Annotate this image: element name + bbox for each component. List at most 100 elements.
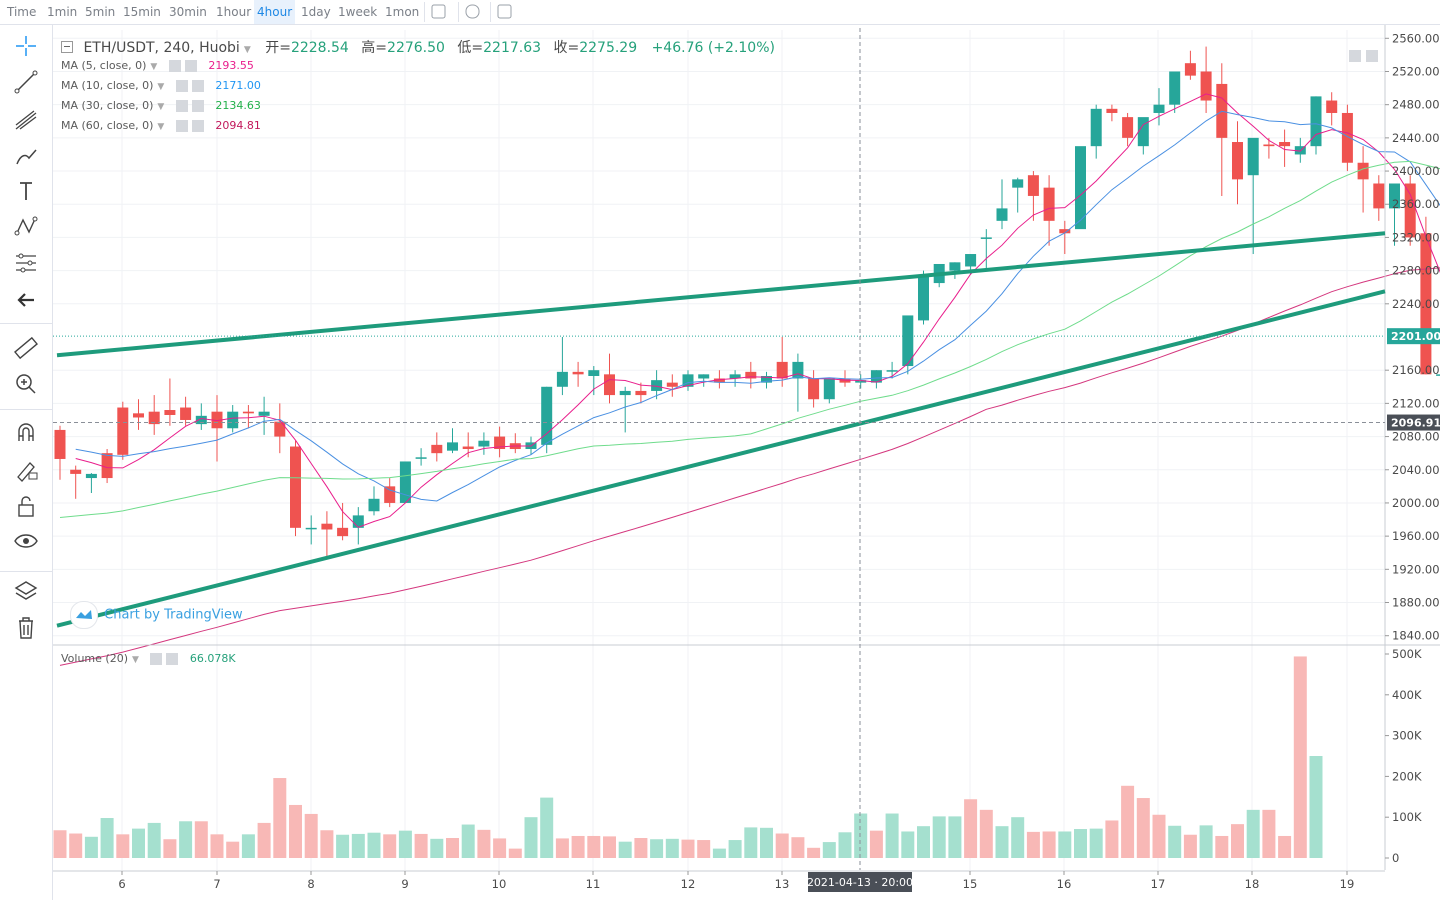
legend-collapse-icon[interactable] <box>61 41 73 53</box>
y-tick-label: 2560.00 <box>1392 31 1440 45</box>
toolbar-separator <box>0 571 52 572</box>
candle <box>1357 146 1369 213</box>
timeframe-30min[interactable]: 30min <box>169 5 207 19</box>
zoom-icon[interactable] <box>12 370 40 398</box>
candle <box>227 405 239 433</box>
settings-icon[interactable] <box>458 2 480 22</box>
candle-body <box>352 515 364 528</box>
timeframe-15min[interactable]: 15min <box>123 5 161 19</box>
ruler-icon[interactable] <box>12 334 40 362</box>
candle <box>431 432 443 462</box>
lock-drawing-icon[interactable] <box>12 455 40 483</box>
volume-bar <box>744 827 758 858</box>
back-arrow-icon[interactable] <box>12 286 40 314</box>
close-icon[interactable] <box>191 120 204 132</box>
scroll-right-button[interactable] <box>1366 50 1378 62</box>
volume-bar <box>163 839 177 858</box>
close-icon[interactable] <box>166 653 179 665</box>
candle <box>352 507 364 545</box>
pattern-icon[interactable] <box>12 213 40 241</box>
volume-bar <box>681 839 695 858</box>
candle <box>447 428 458 454</box>
ma-5-line <box>75 93 1440 528</box>
volume-bar <box>84 836 98 858</box>
timeframe-4hour[interactable]: 4hour <box>254 0 296 24</box>
candle-body <box>1420 233 1432 375</box>
y-tick-label: 2240.00 <box>1392 297 1440 311</box>
volume-bar <box>100 818 114 858</box>
scroll-left-button[interactable] <box>1349 50 1361 62</box>
crosshair-icon[interactable] <box>12 32 40 60</box>
magnet-icon[interactable] <box>12 419 40 447</box>
close-icon[interactable] <box>184 60 197 72</box>
trend-line[interactable] <box>56 289 1386 628</box>
open-label: 开= <box>265 40 291 56</box>
volume-bar <box>289 804 302 858</box>
volume-tick-label: 400K <box>1392 688 1422 702</box>
candle-body <box>1247 137 1259 176</box>
volume-value: 66.078K <box>189 652 236 665</box>
ma-label: MA (5, close, 0) <box>61 59 147 72</box>
y-tick-label: 2520.00 <box>1392 64 1440 78</box>
trash-icon[interactable] <box>12 613 40 641</box>
ma-label: MA (10, close, 0) <box>61 79 154 92</box>
timeframe-5min[interactable]: 5min <box>85 5 116 19</box>
timeframe-1day[interactable]: 1day <box>301 5 331 19</box>
candle <box>321 511 333 557</box>
y-tick-label: 1880.00 <box>1392 596 1440 610</box>
candle <box>651 370 663 400</box>
candle <box>337 502 349 541</box>
candle-body <box>1279 142 1291 147</box>
trend-line[interactable] <box>56 231 1386 358</box>
timeframe-1mon[interactable]: 1mon <box>385 5 420 19</box>
candle-body <box>305 527 317 530</box>
timeframe-Time[interactable]: Time <box>7 5 37 19</box>
volume-bar <box>367 832 381 858</box>
candle <box>1200 46 1212 113</box>
fib-tool-icon[interactable] <box>12 105 40 133</box>
low-value: 2217.63 <box>483 40 542 56</box>
candle-body <box>745 371 757 379</box>
volume-bar <box>194 821 208 858</box>
settings-icon[interactable] <box>150 653 163 665</box>
low-label: 低= <box>457 40 484 56</box>
timeframe-1min[interactable]: 1min <box>47 5 78 19</box>
candle <box>399 461 411 503</box>
crosshair-price-badge <box>1387 414 1440 431</box>
volume-bar <box>1136 798 1150 858</box>
close-icon[interactable] <box>191 100 204 112</box>
volume-bar <box>775 833 789 858</box>
tradingview-watermark[interactable]: Chart by TradingView <box>70 601 243 629</box>
x-tick-label: 15 <box>963 877 978 891</box>
candle <box>368 486 380 516</box>
close-icon[interactable] <box>191 80 204 92</box>
layers-icon[interactable] <box>12 577 40 605</box>
volume-bar <box>854 813 868 858</box>
screenshot-icon[interactable] <box>490 2 512 22</box>
candle-body <box>1169 71 1181 105</box>
trend-line-icon[interactable] <box>12 68 40 96</box>
settings-icon[interactable] <box>175 120 188 132</box>
volume-bar <box>979 809 993 858</box>
candle-body <box>556 371 568 387</box>
text-icon[interactable] <box>12 177 40 205</box>
candle-body <box>1263 144 1275 147</box>
measure-icon[interactable] <box>12 249 40 277</box>
y-tick-label: 2040.00 <box>1392 463 1440 477</box>
settings-icon[interactable] <box>168 60 181 72</box>
candle-body <box>101 453 113 479</box>
unlock-icon[interactable] <box>12 492 40 520</box>
indicator-icon[interactable] <box>424 2 446 22</box>
timeframe-1week[interactable]: 1week <box>338 5 378 19</box>
brush-icon[interactable] <box>12 142 40 170</box>
timeframe-1hour[interactable]: 1hour <box>216 5 252 19</box>
settings-icon[interactable] <box>175 80 188 92</box>
ma-value: 2193.55 <box>208 59 254 72</box>
volume-bar <box>336 834 350 858</box>
settings-icon[interactable] <box>175 100 188 112</box>
candle-body <box>1232 142 1243 180</box>
candle <box>855 374 867 389</box>
volume-tick-label: 200K <box>1392 769 1422 783</box>
eye-icon[interactable] <box>12 527 40 555</box>
